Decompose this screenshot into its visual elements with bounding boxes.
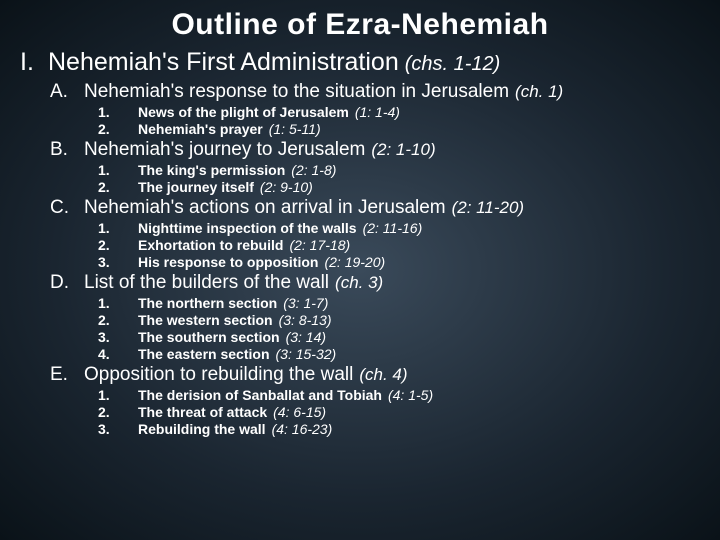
level1-ref: (chs. 1-12) bbox=[405, 53, 501, 76]
item-num: 2. bbox=[98, 121, 138, 137]
item-num: 1. bbox=[98, 162, 138, 178]
outline-section-b: B. Nehemiah's journey to Jerusalem (2: 1… bbox=[50, 139, 700, 161]
section-letter: A. bbox=[50, 81, 84, 103]
outline-item: 2.The journey itself (2: 9-10) bbox=[98, 179, 700, 195]
item-ref: (1: 1-4) bbox=[355, 104, 400, 120]
section-ref: (2: 1-10) bbox=[371, 140, 435, 160]
section-ref: (ch. 4) bbox=[359, 365, 407, 385]
item-text: His response to opposition bbox=[138, 254, 318, 270]
outline-item: 1.News of the plight of Jerusalem (1: 1-4… bbox=[98, 104, 700, 120]
outline-item: 2.Nehemiah's prayer (1: 5-11) bbox=[98, 121, 700, 137]
outline-item: 1.The northern section (3: 1-7) bbox=[98, 295, 700, 311]
outline-section-a: A. Nehemiah's response to the situation … bbox=[50, 81, 700, 103]
item-text: Exhortation to rebuild bbox=[138, 237, 283, 253]
item-num: 1. bbox=[98, 295, 138, 311]
item-ref: (2: 19-20) bbox=[324, 254, 385, 270]
section-letter: E. bbox=[50, 364, 84, 386]
item-ref: (2: 11-16) bbox=[363, 220, 423, 236]
item-text: The northern section bbox=[138, 295, 277, 311]
item-num: 1. bbox=[98, 220, 138, 236]
outline-item: 2.The western section (3: 8-13) bbox=[98, 312, 700, 328]
outline-item: 3.His response to opposition (2: 19-20) bbox=[98, 254, 700, 270]
item-num: 3. bbox=[98, 421, 138, 437]
section-text: Nehemiah's response to the situation in … bbox=[84, 81, 509, 103]
item-num: 3. bbox=[98, 329, 138, 345]
item-num: 2. bbox=[98, 179, 138, 195]
item-ref: (2: 17-18) bbox=[289, 237, 350, 253]
outline-item: 2.The threat of attack (4: 6-15) bbox=[98, 404, 700, 420]
item-num: 3. bbox=[98, 254, 138, 270]
item-text: Nighttime inspection of the walls bbox=[138, 220, 357, 236]
item-ref: (2: 1-8) bbox=[291, 162, 336, 178]
item-text: News of the plight of Jerusalem bbox=[138, 104, 349, 120]
item-ref: (4: 1-5) bbox=[388, 387, 433, 403]
outline-item: 1.The king's permission (2: 1-8) bbox=[98, 162, 700, 178]
item-text: The western section bbox=[138, 312, 273, 328]
section-text: List of the builders of the wall bbox=[84, 272, 329, 294]
slide-container: Outline of Ezra-Nehemiah I. Nehemiah's F… bbox=[0, 0, 720, 448]
outline-item: 3.Rebuilding the wall (4: 16-23) bbox=[98, 421, 700, 437]
item-text: The journey itself bbox=[138, 179, 254, 195]
slide-title: Outline of Ezra-Nehemiah bbox=[20, 8, 700, 42]
outline-section-c: C. Nehemiah's actions on arrival in Jeru… bbox=[50, 197, 700, 219]
item-ref: (4: 6-15) bbox=[273, 404, 326, 420]
section-ref: (ch. 1) bbox=[515, 82, 563, 102]
item-text: The eastern section bbox=[138, 346, 270, 362]
item-text: Rebuilding the wall bbox=[138, 421, 266, 437]
section-ref: (ch. 3) bbox=[335, 273, 383, 293]
item-num: 1. bbox=[98, 387, 138, 403]
item-ref: (3: 1-7) bbox=[283, 295, 328, 311]
section-text: Opposition to rebuilding the wall bbox=[84, 364, 353, 386]
section-text: Nehemiah's journey to Jerusalem bbox=[84, 139, 365, 161]
section-text: Nehemiah's actions on arrival in Jerusal… bbox=[84, 197, 446, 219]
section-ref: (2: 11-20) bbox=[452, 198, 524, 218]
outline-item: 2.Exhortation to rebuild (2: 17-18) bbox=[98, 237, 700, 253]
roman-numeral: I. bbox=[20, 48, 48, 77]
item-text: The threat of attack bbox=[138, 404, 267, 420]
item-ref: (3: 8-13) bbox=[279, 312, 332, 328]
item-ref: (2: 9-10) bbox=[260, 179, 313, 195]
item-num: 2. bbox=[98, 312, 138, 328]
item-num: 4. bbox=[98, 346, 138, 362]
outline-item: 3.The southern section (3: 14) bbox=[98, 329, 700, 345]
level1-text: Nehemiah's First Administration bbox=[48, 48, 399, 77]
item-num: 2. bbox=[98, 404, 138, 420]
outline-level1: I. Nehemiah's First Administration (chs.… bbox=[20, 48, 700, 77]
outline-item: 4.The eastern section (3: 15-32) bbox=[98, 346, 700, 362]
item-num: 1. bbox=[98, 104, 138, 120]
section-letter: C. bbox=[50, 197, 84, 219]
item-text: The southern section bbox=[138, 329, 280, 345]
outline-item: 1.The derision of Sanballat and Tobiah (4… bbox=[98, 387, 700, 403]
item-ref: (1: 5-11) bbox=[269, 121, 321, 137]
item-text: The derision of Sanballat and Tobiah bbox=[138, 387, 382, 403]
outline-section-d: D. List of the builders of the wall (ch.… bbox=[50, 272, 700, 294]
item-ref: (4: 16-23) bbox=[272, 421, 333, 437]
item-num: 2. bbox=[98, 237, 138, 253]
item-text: Nehemiah's prayer bbox=[138, 121, 263, 137]
section-letter: B. bbox=[50, 139, 84, 161]
outline-item: 1.Nighttime inspection of the walls (2: 1… bbox=[98, 220, 700, 236]
item-ref: (3: 15-32) bbox=[276, 346, 337, 362]
item-ref: (3: 14) bbox=[286, 329, 326, 345]
outline-section-e: E. Opposition to rebuilding the wall (ch… bbox=[50, 364, 700, 386]
item-text: The king's permission bbox=[138, 162, 285, 178]
section-letter: D. bbox=[50, 272, 84, 294]
